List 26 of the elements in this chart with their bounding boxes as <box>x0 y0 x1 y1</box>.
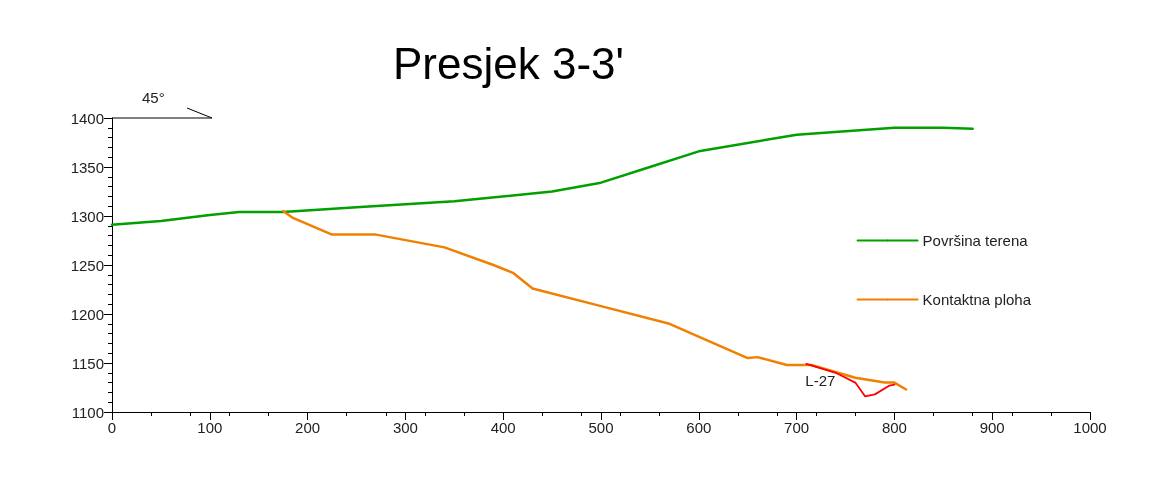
series-label: L-27 <box>805 371 836 389</box>
line-series <box>805 363 896 398</box>
y-tick-label: 1350 <box>70 158 104 176</box>
legend-label: Površina terena <box>922 232 1029 249</box>
y-tick-label: 1150 <box>71 354 104 372</box>
y-tick-label: 1250 <box>70 256 104 274</box>
x-tick-label: 800 <box>881 419 907 436</box>
y-tick-label: 1300 <box>70 207 104 225</box>
legend-label: Kontaktna ploha <box>922 291 1032 308</box>
x-tick-label: 500 <box>588 419 614 436</box>
x-tick-label: 300 <box>392 419 418 436</box>
y-tick-label: 1400 <box>70 109 104 127</box>
chart-title: Presjek 3-3' <box>393 38 624 88</box>
x-tick-label: 700 <box>784 419 810 436</box>
y-tick-label: 1100 <box>71 403 104 421</box>
y-tick-label: 1200 <box>70 305 104 323</box>
x-tick-label: 100 <box>197 419 223 436</box>
x-tick-label: 600 <box>686 419 712 436</box>
text: 45° <box>142 89 165 106</box>
x-tick-label: 200 <box>295 419 321 436</box>
line-series <box>281 209 908 391</box>
line-series <box>110 126 974 227</box>
x-tick-label: 0 <box>107 419 117 436</box>
x-tick-label: 400 <box>490 419 516 436</box>
x-tick-label: 900 <box>979 419 1005 436</box>
x-tick-label: 1000 <box>1073 419 1107 436</box>
